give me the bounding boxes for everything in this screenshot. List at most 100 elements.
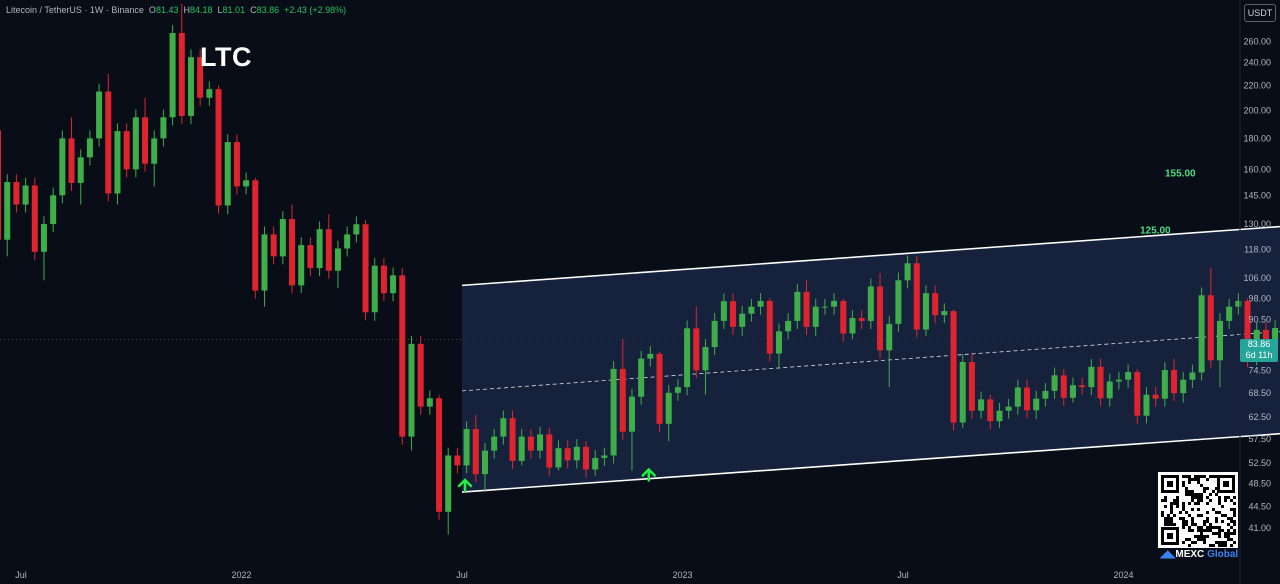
candle-body	[693, 328, 700, 371]
candle-body	[665, 392, 672, 424]
qr-module	[1230, 544, 1233, 547]
qr-module	[1164, 505, 1167, 508]
candle-body	[950, 311, 957, 423]
candle-body	[491, 436, 498, 451]
candle-body	[13, 182, 20, 205]
candle-body	[527, 436, 534, 451]
candle-body	[1189, 372, 1196, 380]
candle-body	[316, 229, 323, 269]
candle-body	[417, 343, 424, 407]
qr-module	[1218, 532, 1221, 535]
candle-body	[270, 234, 277, 257]
candle-body	[105, 91, 112, 194]
qr-module	[1179, 517, 1182, 520]
candle-body	[913, 263, 920, 330]
qr-module	[1212, 508, 1215, 511]
qr-module	[1191, 493, 1194, 496]
qr-module	[1200, 526, 1203, 529]
candle-body	[279, 219, 286, 257]
candle-body	[463, 429, 470, 466]
qr-module	[1209, 544, 1212, 547]
qr-module	[1224, 499, 1227, 502]
qr-module	[1209, 526, 1212, 529]
open-label: O	[148, 5, 156, 15]
qr-module	[1218, 535, 1221, 538]
qr-module	[1173, 502, 1176, 505]
qr-module	[1200, 475, 1203, 478]
price-axis[interactable]: 260.00 240.00 220.00 200.00 180.00 160.00 145.…	[1239, 0, 1271, 584]
candle-body	[371, 265, 378, 313]
qr-module	[1203, 535, 1206, 538]
qr-module	[1185, 538, 1188, 541]
qr-module	[1173, 499, 1176, 502]
candle-body	[518, 436, 525, 461]
qr-module	[1203, 538, 1206, 541]
current-price-tag: 83.86 6d 11h	[1240, 339, 1278, 362]
candle-body	[233, 142, 240, 187]
candle-body	[1262, 329, 1269, 346]
price-tick-label: 57.50	[1248, 434, 1271, 444]
candle-body	[445, 455, 452, 512]
qr-module	[1206, 496, 1209, 499]
qr-module	[1182, 508, 1185, 511]
price-tick-label: 240.00	[1243, 58, 1271, 68]
price-tick-label: 220.00	[1243, 81, 1271, 91]
qr-module	[1173, 523, 1176, 526]
price-tick-label: 145.00	[1243, 190, 1271, 200]
qr-module	[1206, 502, 1209, 505]
qr-module	[1233, 496, 1236, 499]
qr-module	[1191, 496, 1194, 499]
qr-module	[1191, 523, 1194, 526]
chart-annotations: 155.00 125.00	[457, 169, 1196, 493]
qr-module	[1188, 544, 1191, 547]
qr-module	[1230, 526, 1233, 529]
qr-module	[1200, 499, 1203, 502]
candle-body	[298, 245, 305, 286]
candle-body	[941, 311, 948, 316]
candle-body	[592, 457, 599, 470]
candle-body	[408, 343, 415, 437]
candle-body	[325, 229, 332, 271]
candle-body	[132, 117, 139, 170]
qr-module	[1194, 478, 1197, 481]
qr-module	[1224, 544, 1227, 547]
candle-body	[344, 234, 351, 249]
brand-icon: ◢◣	[1160, 549, 1176, 560]
qr-module	[1221, 529, 1224, 532]
qr-module	[1233, 529, 1236, 532]
qr-module	[1218, 541, 1221, 544]
time-tick-label: 2022	[231, 570, 251, 580]
qr-module	[1209, 529, 1212, 532]
qr-module	[1227, 496, 1230, 499]
qr-module	[1218, 499, 1221, 502]
brand-name: Global	[1207, 549, 1239, 560]
candle-body	[1235, 300, 1242, 307]
candle-body	[867, 286, 874, 321]
open-value: 81.43	[155, 5, 179, 15]
qr-module	[1191, 520, 1194, 523]
brand-logo: ◢◣MEXC Global	[1160, 549, 1238, 560]
candle-body	[684, 328, 691, 388]
qr-module	[1209, 493, 1212, 496]
qr-module	[1215, 493, 1218, 496]
qr-module	[1161, 511, 1164, 514]
candle-body	[40, 224, 47, 252]
qr-module	[1194, 475, 1197, 478]
qr-module	[1188, 538, 1191, 541]
qr-module	[1188, 490, 1191, 493]
qr-module	[1206, 526, 1209, 529]
qr-module	[1233, 532, 1236, 535]
currency-button[interactable]: USDT	[1244, 4, 1276, 22]
price-tick-label: 106.00	[1243, 273, 1271, 283]
qr-module	[1191, 541, 1194, 544]
qr-module	[1182, 541, 1185, 544]
candle-body	[537, 434, 544, 451]
candle-body	[1207, 295, 1214, 361]
time-axis[interactable]: Jul2022Jul2023Jul2024Jul2025Jul2026Jul20…	[15, 570, 1280, 580]
qr-module	[1164, 499, 1167, 502]
qr-module	[1197, 529, 1200, 532]
channel-upper-line	[461, 225, 1280, 287]
candle-body	[858, 318, 865, 321]
qr-module	[1212, 475, 1215, 478]
